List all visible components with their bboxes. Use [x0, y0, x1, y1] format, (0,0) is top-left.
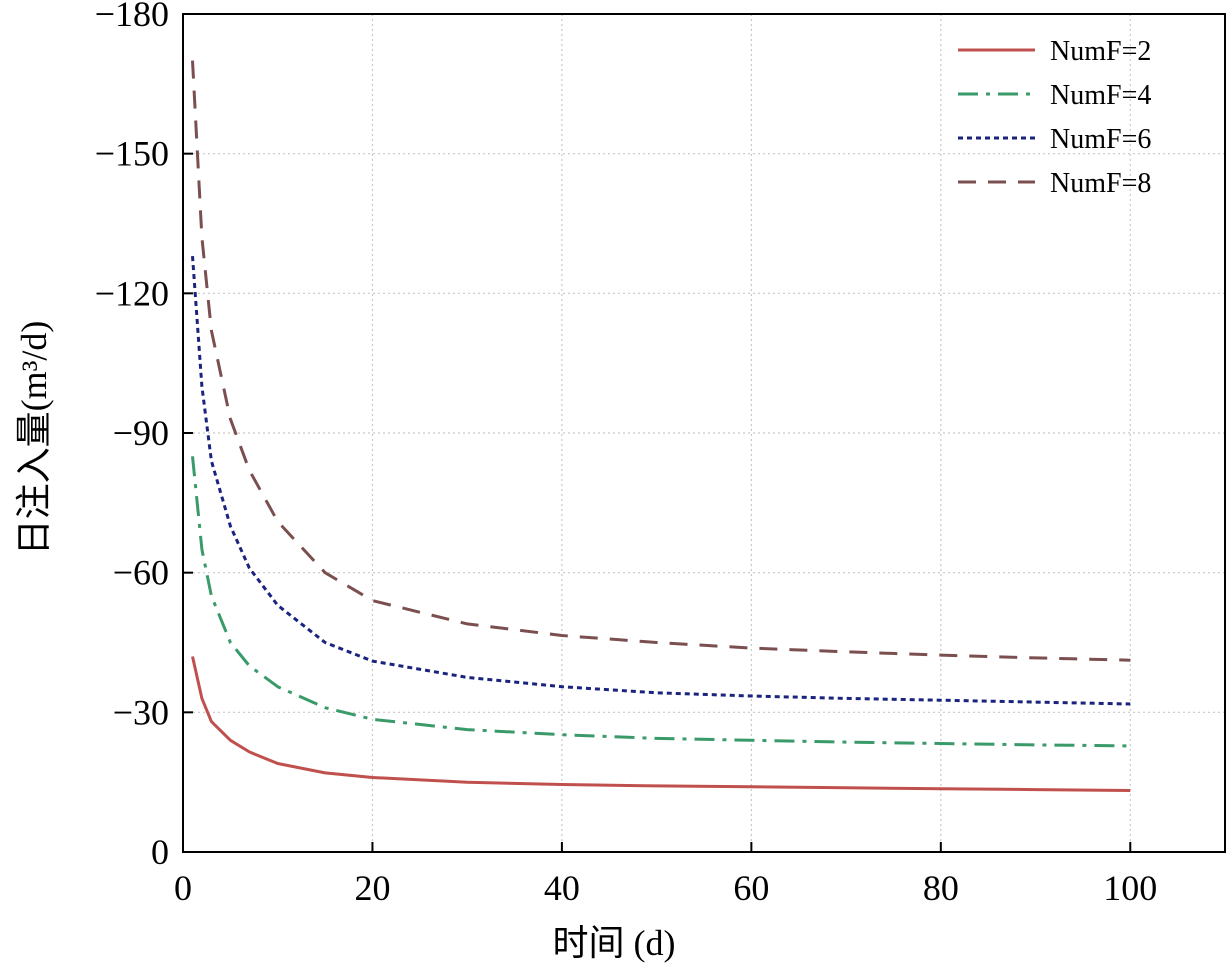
x-tick-label: 40: [544, 868, 580, 908]
y-tick-label: 0: [151, 832, 169, 872]
ticks: 0 20 40 60 80 100 0 −30 −60 −90 −120 −150 −180: [95, 0, 1158, 908]
y-tick-label: −90: [113, 413, 169, 453]
legend-label: NumF=8: [1050, 168, 1151, 199]
x-tick-label: 0: [174, 868, 192, 908]
series-line-numf-4: [191, 456, 1131, 748]
y-tick-label: −120: [95, 273, 169, 313]
y-tick-label: −30: [113, 692, 169, 732]
legend-label: NumF=6: [1050, 124, 1151, 155]
legend: NumF=2 NumF=4 NumF=6 NumF=8: [958, 36, 1151, 199]
grid: [183, 14, 1225, 852]
y-tick-label: −180: [95, 0, 169, 34]
y-tick-label: −150: [95, 134, 169, 174]
x-tick-label: 60: [733, 868, 769, 908]
series-line-numf-2: [191, 656, 1131, 792]
series-group: [191, 60, 1131, 792]
y-axis-title: 日注入量(m³/d): [14, 321, 54, 556]
x-tick-label: 80: [923, 868, 959, 908]
x-tick-label: 20: [354, 868, 390, 908]
legend-label: NumF=2: [1050, 36, 1151, 67]
y-tick-label: −60: [113, 553, 169, 593]
series-line-numf-6: [191, 255, 1131, 706]
legend-label: NumF=4: [1050, 80, 1151, 111]
series-line-numf-8: [191, 60, 1131, 662]
x-tick-label: 100: [1103, 868, 1157, 908]
x-axis-title: 时间 (d): [553, 923, 676, 963]
